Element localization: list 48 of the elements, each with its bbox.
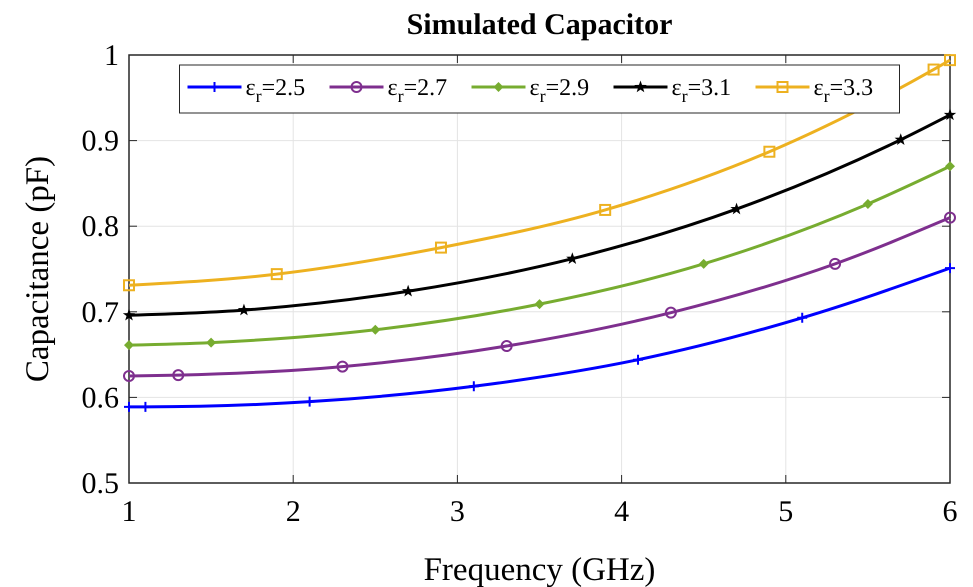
point bbox=[944, 262, 956, 274]
point bbox=[894, 133, 907, 146]
point bbox=[862, 198, 873, 209]
point bbox=[206, 338, 216, 348]
chart-title: Simulated Capacitor bbox=[406, 8, 672, 41]
point bbox=[664, 306, 677, 319]
point bbox=[599, 204, 612, 216]
x-tick-label: 4 bbox=[614, 495, 630, 528]
point bbox=[763, 146, 776, 158]
point bbox=[434, 242, 447, 254]
point bbox=[270, 268, 283, 280]
x-tick-label: 5 bbox=[778, 495, 794, 528]
legend-label: ε$_{r}$=2.5 bbox=[246, 75, 306, 106]
point bbox=[632, 354, 644, 366]
point bbox=[123, 370, 135, 382]
legend-label: ε$_{r}$=2.7 bbox=[388, 75, 448, 106]
point bbox=[944, 212, 956, 224]
x-axis-title: Frequency (GHz) bbox=[424, 552, 656, 587]
y-tick-label: 0.6 bbox=[82, 381, 119, 414]
point bbox=[945, 161, 955, 172]
point bbox=[122, 308, 136, 320]
point bbox=[124, 340, 134, 350]
point bbox=[534, 299, 544, 310]
legend-label: ε$_{r}$=2.9 bbox=[530, 75, 590, 106]
y-tick-label: 0.5 bbox=[82, 467, 119, 500]
point bbox=[123, 279, 135, 292]
point bbox=[944, 108, 956, 120]
point bbox=[238, 304, 250, 316]
point bbox=[172, 369, 184, 382]
x-tick-label: 2 bbox=[286, 495, 301, 528]
y-tick-label: 0.9 bbox=[82, 124, 119, 158]
point bbox=[370, 324, 380, 335]
point bbox=[928, 64, 940, 76]
y-tick-label: 0.8 bbox=[82, 210, 119, 244]
point bbox=[796, 312, 808, 324]
point bbox=[829, 258, 842, 270]
point bbox=[500, 340, 513, 352]
x-tick-label: 6 bbox=[942, 495, 958, 528]
point bbox=[336, 360, 348, 373]
x-tick-label: 3 bbox=[450, 495, 465, 528]
y-tick-label: 1 bbox=[104, 39, 119, 72]
y-tick-label: 0.7 bbox=[82, 296, 119, 329]
y-axis-title: Capacitance (pF) bbox=[20, 156, 56, 382]
point bbox=[698, 258, 709, 269]
legend-label: ε$_{r}$=3.1 bbox=[672, 75, 732, 106]
legend-label: ε$_{r}$=3.3 bbox=[814, 75, 874, 106]
point bbox=[468, 380, 480, 392]
point bbox=[944, 54, 956, 66]
